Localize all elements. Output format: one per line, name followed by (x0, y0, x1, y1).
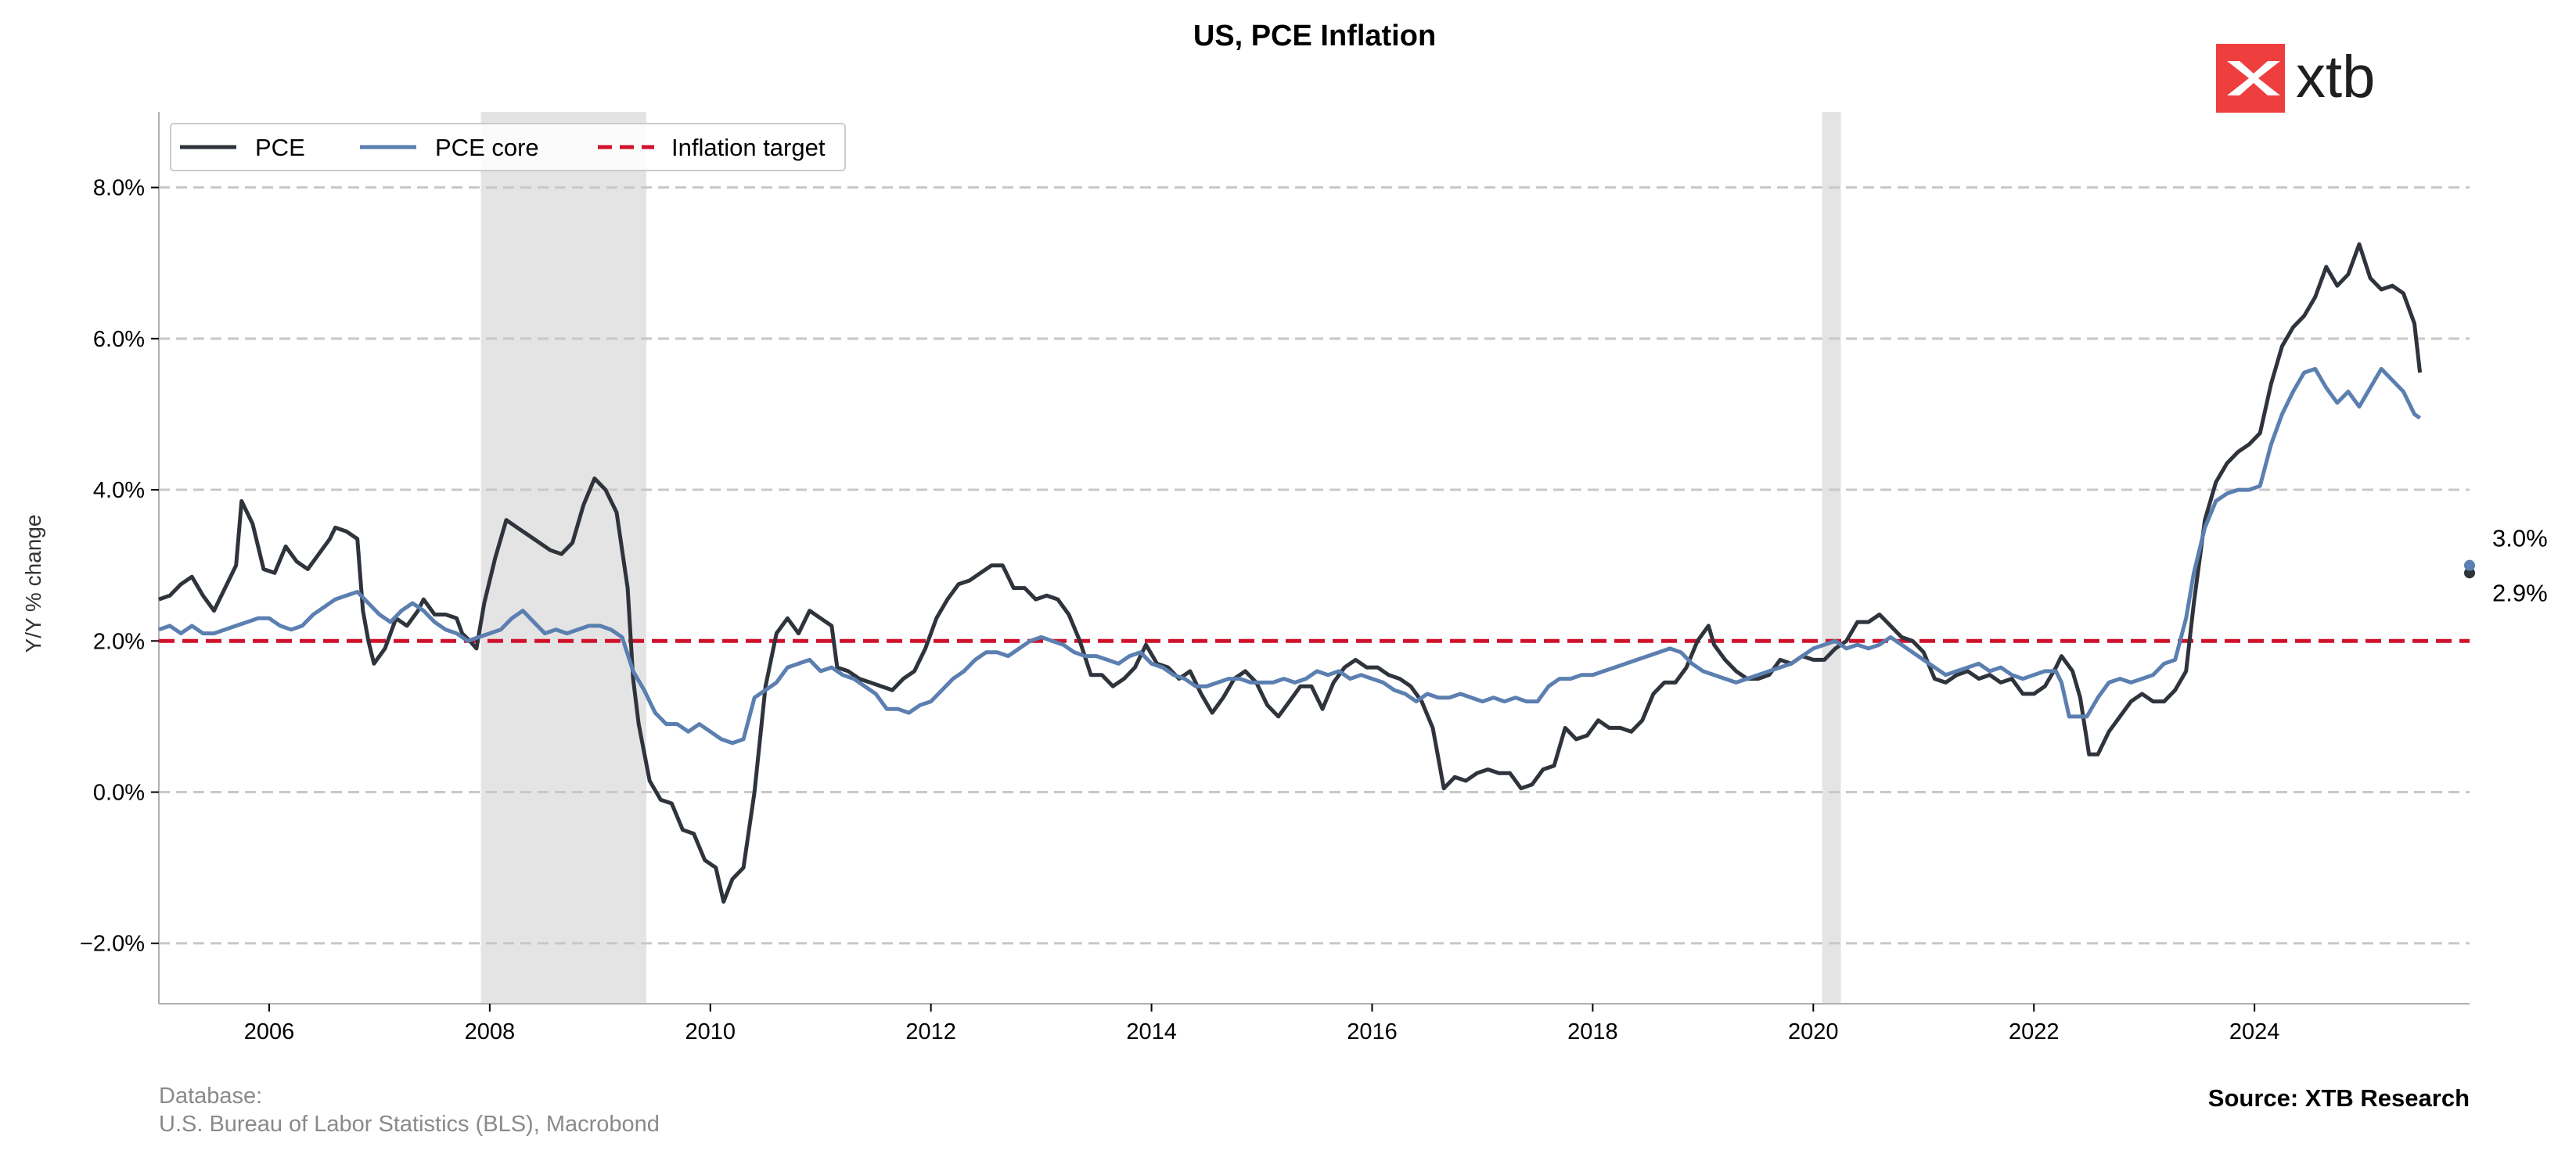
recession-shading (480, 112, 1841, 1004)
x-tick-labels: 2006 2008 2010 2012 2014 2016 2018 2020 2022 2024 (244, 1004, 2280, 1044)
x-tick-label-4: 2014 (1126, 1019, 1177, 1044)
y-tick-label-3: 4.0% (93, 478, 145, 503)
x-tick-label-6: 2018 (1567, 1019, 1618, 1044)
series-line-pce (158, 242, 2423, 904)
series-end-connector-pce (2420, 372, 2470, 573)
y-tick-label-0: −2.0% (80, 932, 145, 957)
end-labels: 2.9% 3.0% (2492, 525, 2548, 607)
x-tick-label-7: 2020 (1788, 1019, 1839, 1044)
x-tick-label-0: 2006 (244, 1019, 295, 1044)
xtb-logo-mark-icon (2227, 61, 2280, 95)
footer-database-sources: U.S. Bureau of Labor Statistics (BLS), M… (159, 1112, 660, 1137)
x-tick-label-2: 2010 (685, 1019, 736, 1044)
y-tick-labels: −2.0% 0.0% 2.0% 4.0% 6.0% 8.0% (80, 176, 159, 957)
recession-band-0 (480, 112, 647, 1004)
legend: PCE PCE core Inflation target (170, 123, 846, 171)
x-tick-label-3: 2012 (905, 1019, 956, 1044)
y-tick-label-4: 6.0% (93, 327, 145, 352)
x-tick-label-1: 2008 (465, 1019, 516, 1044)
x-tick-label-8: 2022 (2009, 1019, 2060, 1044)
y-tick-label-1: 0.0% (93, 780, 145, 805)
y-tick-label-5: 8.0% (93, 176, 145, 201)
axes (158, 112, 2470, 1005)
y-gridlines (159, 186, 2470, 945)
end-label-pce: 2.9% (2492, 579, 2548, 606)
legend-box (170, 123, 846, 171)
y-tick-label-2: 2.0% (93, 629, 145, 654)
footer-database-label: Database: (159, 1084, 262, 1109)
series-lines (158, 242, 2475, 904)
legend-label-inflation-target: Inflation target (671, 134, 826, 161)
series-end-point-pce-core (2464, 559, 2475, 571)
series-end-connector-pce-core (2420, 418, 2470, 565)
series-line-pce-core (158, 367, 2422, 746)
x-tick-label-9: 2024 (2229, 1019, 2280, 1044)
x-tick-label-5: 2016 (1347, 1019, 1398, 1044)
end-label-pce-core: 3.0% (2492, 525, 2548, 552)
series-end-point-pce (2464, 567, 2475, 579)
recession-band-1 (1822, 112, 1841, 1004)
xtb-logo: xtb (2216, 44, 2375, 113)
footer-source: Source: XTB Research (2208, 1084, 2470, 1112)
chart-title: US, PCE Inflation (1193, 20, 1436, 52)
legend-label-pce: PCE (255, 134, 305, 161)
y-axis-label: Y/Y % change (21, 515, 45, 653)
xtb-logo-text: xtb (2296, 44, 2375, 110)
legend-label-pce-core: PCE core (435, 134, 539, 161)
